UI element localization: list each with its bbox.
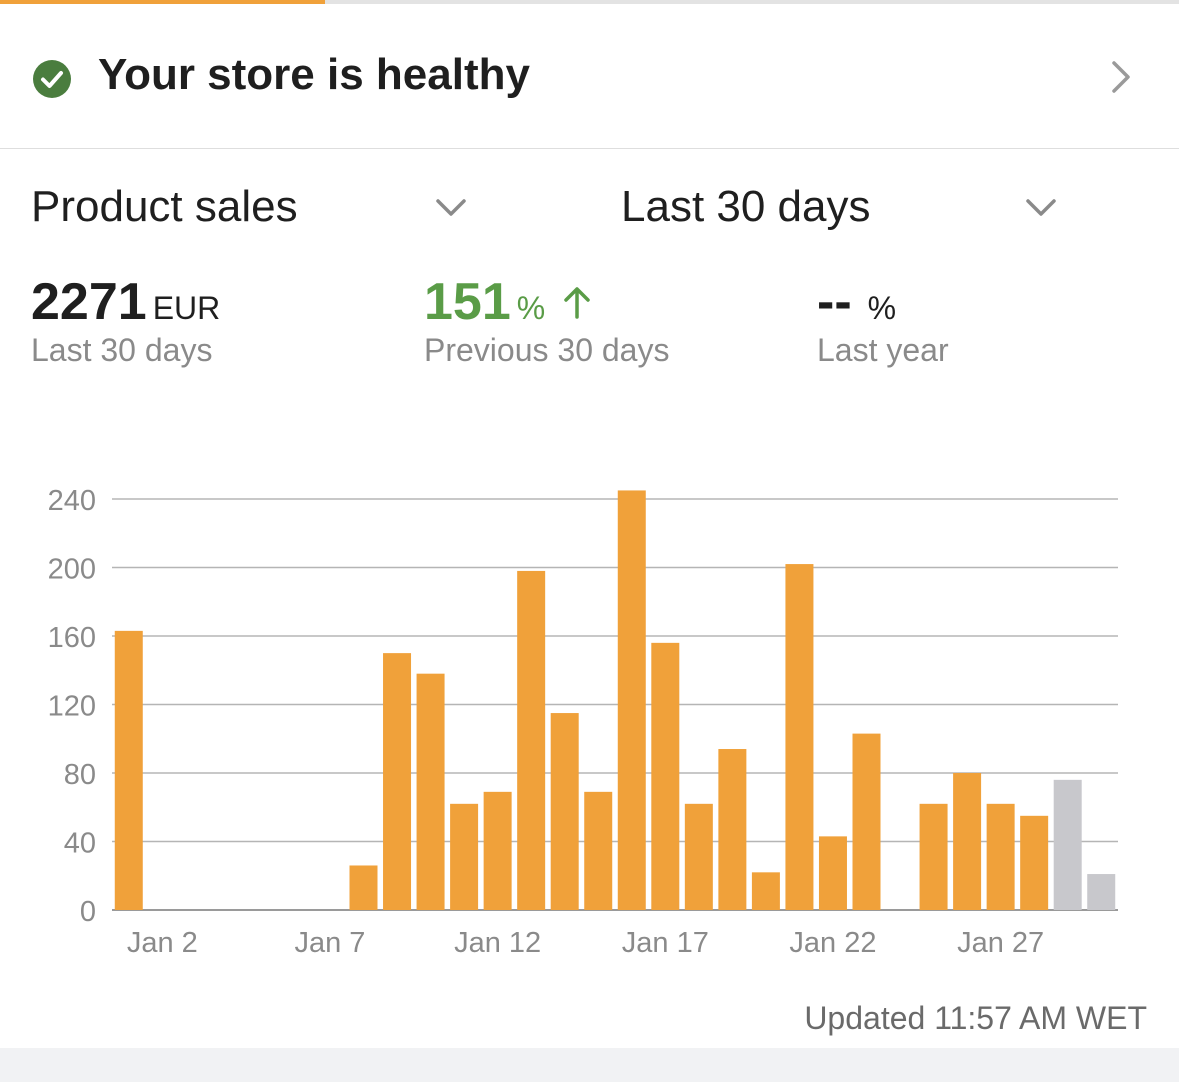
x-tick-label: Jan 2: [127, 927, 198, 959]
bar-jan-15[interactable]: [584, 792, 612, 910]
y-tick-label: 80: [64, 759, 96, 791]
bar-jan-12[interactable]: [484, 792, 512, 910]
change-previous: 151%: [424, 272, 592, 332]
bar-jan-21[interactable]: [785, 564, 813, 910]
bar-jan-14[interactable]: [551, 713, 579, 910]
change-last-year-value: --: [817, 273, 852, 331]
y-tick-label: 120: [48, 691, 96, 723]
x-tick-label: Jan 22: [789, 927, 876, 959]
x-tick-label: Jan 27: [957, 927, 1044, 959]
bar-jan-8[interactable]: [350, 865, 378, 910]
sales-total: 2271 EUR: [31, 272, 220, 332]
bar-jan-26[interactable]: [953, 773, 981, 910]
bar-jan-16[interactable]: [618, 490, 646, 910]
chevron-right-icon: [1106, 59, 1134, 95]
chevron-down-icon[interactable]: [1024, 196, 1058, 220]
bar-jan-10[interactable]: [417, 674, 445, 910]
footer-band: [0, 1048, 1179, 1082]
bar-jan-19[interactable]: [718, 749, 746, 910]
change-last-year: --%: [817, 272, 896, 332]
x-axis-labels: Jan 2 Jan 7 Jan 12 Jan 17 Jan 22 Jan 27: [127, 927, 1044, 959]
change-previous-value: 151: [424, 273, 511, 331]
bar-jan-17[interactable]: [651, 643, 679, 910]
change-last-year-label: Last year: [817, 332, 949, 369]
bar-jan-27[interactable]: [987, 804, 1015, 910]
chart-bars: [115, 490, 1115, 910]
store-health-row[interactable]: Your store is healthy: [0, 4, 1179, 149]
sales-total-value: 2271: [31, 273, 147, 331]
change-last-year-unit: %: [868, 290, 896, 326]
bar-jan-9[interactable]: [383, 653, 411, 910]
bar-jan-25[interactable]: [920, 804, 948, 910]
bar-jan-18[interactable]: [685, 804, 713, 910]
bar-jan-13[interactable]: [517, 571, 545, 910]
period-selector[interactable]: Last 30 days: [621, 182, 871, 232]
change-previous-label: Previous 30 days: [424, 332, 669, 369]
chevron-down-icon[interactable]: [434, 196, 468, 220]
bar-jan-29[interactable]: [1054, 780, 1082, 910]
sales-total-unit: EUR: [153, 290, 221, 326]
y-tick-label: 240: [48, 485, 96, 517]
sales-bar-chart: 0 40 80 120 160 200 240 Jan 2 Jan 7 Jan 12 Jan 17…: [0, 470, 1179, 970]
y-tick-label: 200: [48, 554, 96, 586]
metric-selector[interactable]: Product sales: [31, 182, 298, 232]
y-tick-label: 0: [80, 896, 96, 928]
x-tick-label: Jan 17: [622, 927, 709, 959]
y-tick-label: 160: [48, 622, 96, 654]
change-previous-unit: %: [517, 290, 545, 326]
x-tick-label: Jan 12: [454, 927, 541, 959]
store-health-title: Your store is healthy: [98, 50, 530, 100]
y-tick-label: 40: [64, 828, 96, 860]
arrow-up-icon: [562, 285, 592, 319]
bar-jan-20[interactable]: [752, 872, 780, 910]
bar-jan-30[interactable]: [1087, 874, 1115, 910]
bar-jan-22[interactable]: [819, 836, 847, 910]
bar-jan-11[interactable]: [450, 804, 478, 910]
y-axis-labels: 0 40 80 120 160 200 240: [48, 485, 96, 928]
bar-jan-1[interactable]: [115, 631, 143, 910]
last-updated: Updated 11:57 AM WET: [804, 1000, 1147, 1037]
check-circle-icon: [33, 60, 71, 98]
bar-jan-23[interactable]: [853, 734, 881, 910]
sales-total-label: Last 30 days: [31, 332, 212, 369]
bar-jan-28[interactable]: [1020, 816, 1048, 910]
x-tick-label: Jan 7: [294, 927, 365, 959]
